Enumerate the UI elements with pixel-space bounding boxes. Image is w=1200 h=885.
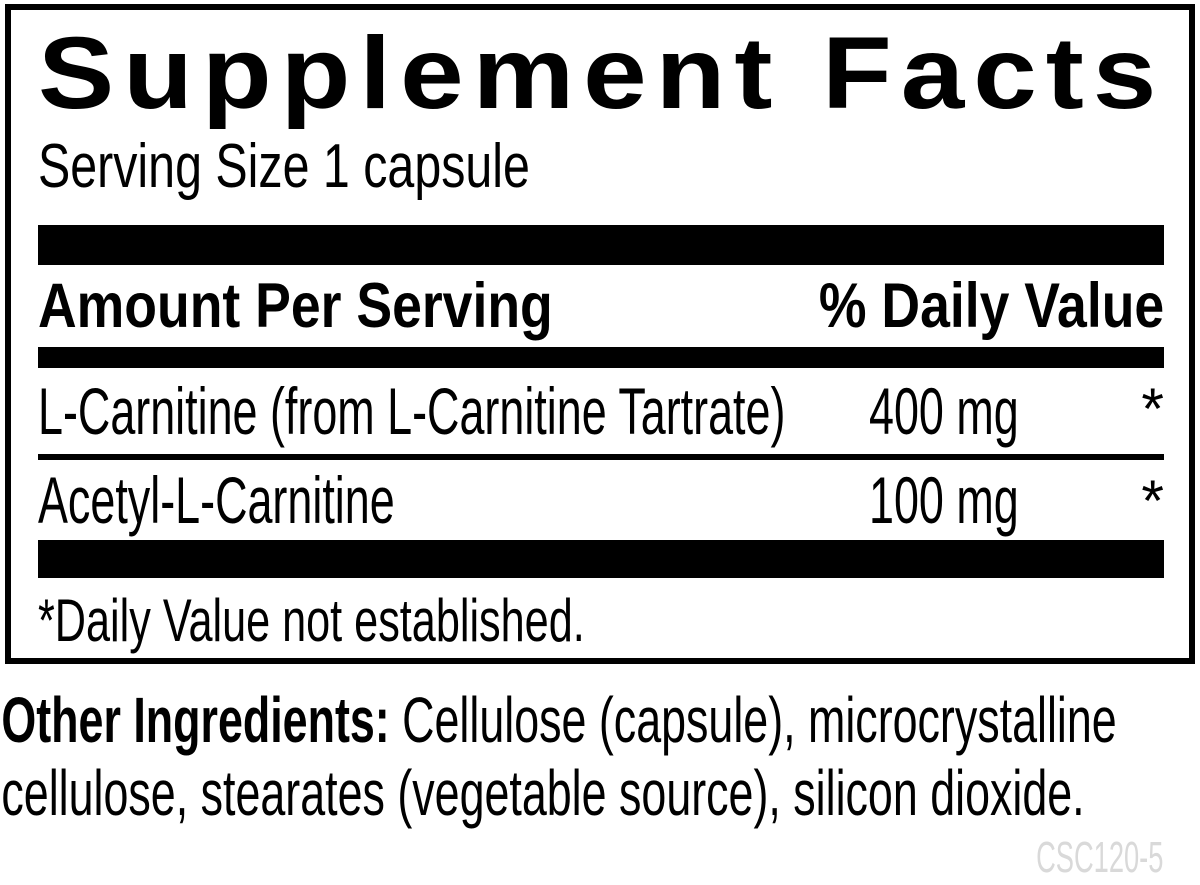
thick-divider-top xyxy=(38,225,1164,265)
ingredient-daily-value: * xyxy=(1141,469,1164,534)
ingredient-name-cell: L-Carnitine (from L-Carnitine Tartrate) xyxy=(38,373,869,449)
other-ingredients-paragraph: Other Ingredients: Cellulose (capsule), … xyxy=(0,684,1190,830)
thin-row-divider xyxy=(38,454,1164,460)
ingredient-name: L-Carnitine (from L-Carnitine Tartrate) xyxy=(38,374,786,448)
product-code-row: CSC120-5 xyxy=(0,834,1200,882)
ingredient-amount: 100 mg xyxy=(869,463,1019,537)
daily-value-header: % Daily Value xyxy=(818,271,1164,341)
ingredient-row: L-Carnitine (from L-Carnitine Tartrate) … xyxy=(38,368,1164,454)
other-ingredients-text: Cellulose (capsule), microcrystalline ce… xyxy=(1,684,1117,829)
ingredient-amount-cell: 100 mg xyxy=(869,462,1044,538)
column-header-row: Amount Per Serving % Daily Value xyxy=(38,265,1164,347)
serving-size-line: Serving Size 1 capsule xyxy=(38,133,1164,201)
ingredient-amount: 400 mg xyxy=(869,374,1019,448)
footnote-text: *Daily Value not established. xyxy=(38,587,585,654)
other-ingredients-label: Other Ingredients: xyxy=(1,684,390,756)
product-code: CSC120-5 xyxy=(1035,833,1163,882)
thick-divider-bottom xyxy=(38,540,1164,578)
ingredient-amount-cell: 400 mg xyxy=(869,373,1044,449)
footnote-line: *Daily Value not established. xyxy=(38,578,1164,654)
ingredient-row: Acetyl-L-Carnitine 100 mg * xyxy=(38,460,1164,540)
divider-below-header xyxy=(38,347,1164,368)
amount-per-serving-header: Amount Per Serving xyxy=(38,271,553,341)
ingredient-name-cell: Acetyl-L-Carnitine xyxy=(38,462,869,538)
serving-size-text: Serving Size 1 capsule xyxy=(38,132,530,201)
ingredient-name: Acetyl-L-Carnitine xyxy=(38,463,395,537)
supplement-facts-panel: Supplement Facts Serving Size 1 capsule … xyxy=(5,4,1195,664)
panel-title: Supplement Facts xyxy=(38,16,1166,130)
ingredient-daily-value: * xyxy=(1141,377,1164,442)
